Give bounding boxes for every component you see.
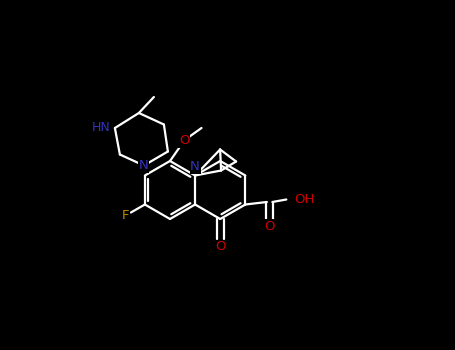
Text: HN: HN: [91, 121, 110, 134]
Text: F: F: [122, 209, 130, 222]
Text: N: N: [139, 159, 149, 172]
Text: OH: OH: [294, 193, 315, 206]
Text: N: N: [190, 160, 200, 173]
Text: O: O: [179, 134, 189, 147]
Text: O: O: [215, 240, 226, 253]
Text: O: O: [264, 220, 275, 233]
